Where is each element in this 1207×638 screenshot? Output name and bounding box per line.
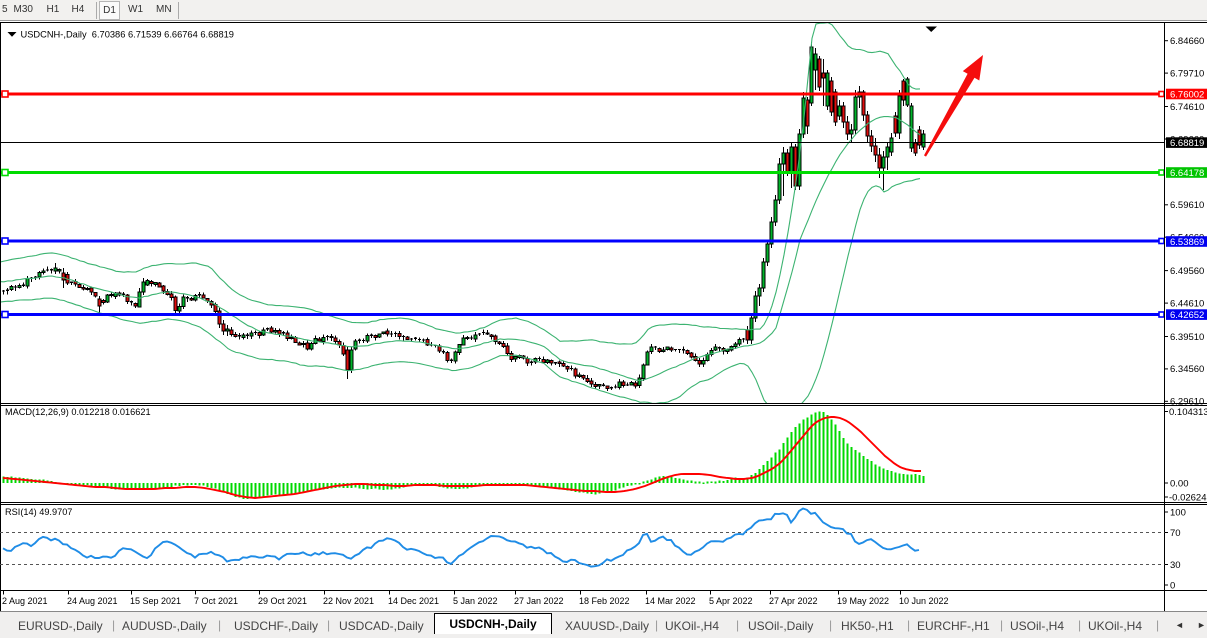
svg-text:5 Jan 2022: 5 Jan 2022 [453, 596, 498, 606]
svg-text:6.53869: 6.53869 [1170, 237, 1204, 248]
svg-text:10 Jun 2022: 10 Jun 2022 [899, 596, 949, 606]
svg-text:6.74610: 6.74610 [1170, 102, 1204, 113]
svg-text:6.44610: 6.44610 [1170, 298, 1204, 309]
svg-text:0: 0 [1170, 580, 1175, 591]
svg-text:70: 70 [1170, 528, 1181, 539]
svg-text:6.59610: 6.59610 [1170, 200, 1204, 211]
svg-text:6.39510: 6.39510 [1170, 332, 1204, 343]
svg-text:6.34560: 6.34560 [1170, 364, 1204, 375]
svg-text:-0.026245: -0.026245 [1169, 492, 1207, 503]
svg-text:2 Aug 2021: 2 Aug 2021 [2, 596, 48, 606]
svg-text:29 Oct 2021: 29 Oct 2021 [258, 596, 307, 606]
svg-text:19 May 2022: 19 May 2022 [837, 596, 889, 606]
svg-text:6.64178: 6.64178 [1170, 168, 1204, 179]
svg-text:5 Apr 2022: 5 Apr 2022 [709, 596, 753, 606]
svg-text:15 Sep 2021: 15 Sep 2021 [130, 596, 181, 606]
svg-text:24 Aug 2021: 24 Aug 2021 [67, 596, 118, 606]
svg-text:USDCNH-,Daily 6.70386 6.71539: USDCNH-,Daily 6.70386 6.71539 6.66764 6.… [21, 30, 234, 40]
svg-text:MACD(12,26,9) 0.012218 0.01662: MACD(12,26,9) 0.012218 0.016621 [5, 407, 151, 417]
svg-text:6.84660: 6.84660 [1170, 36, 1204, 47]
svg-text:27 Apr 2022: 27 Apr 2022 [769, 596, 818, 606]
svg-text:6.68819: 6.68819 [1170, 138, 1204, 149]
svg-text:18 Feb 2022: 18 Feb 2022 [579, 596, 630, 606]
svg-text:RSI(14) 49.9707: RSI(14) 49.9707 [5, 507, 72, 517]
svg-text:22 Nov 2021: 22 Nov 2021 [323, 596, 374, 606]
svg-text:0.104313: 0.104313 [1169, 407, 1207, 418]
svg-text:6.42652: 6.42652 [1170, 310, 1204, 321]
svg-text:27 Jan 2022: 27 Jan 2022 [514, 596, 564, 606]
svg-text:6.49560: 6.49560 [1170, 266, 1204, 277]
svg-text:6.76002: 6.76002 [1170, 89, 1204, 100]
svg-text:100: 100 [1170, 507, 1186, 518]
svg-text:6.79710: 6.79710 [1170, 68, 1204, 79]
svg-text:0.00: 0.00 [1170, 478, 1189, 489]
svg-text:14 Dec 2021: 14 Dec 2021 [388, 596, 439, 606]
svg-text:14 Mar 2022: 14 Mar 2022 [645, 596, 696, 606]
svg-text:30: 30 [1170, 560, 1181, 571]
svg-text:6.29610: 6.29610 [1170, 397, 1204, 408]
svg-text:7 Oct 2021: 7 Oct 2021 [194, 596, 238, 606]
